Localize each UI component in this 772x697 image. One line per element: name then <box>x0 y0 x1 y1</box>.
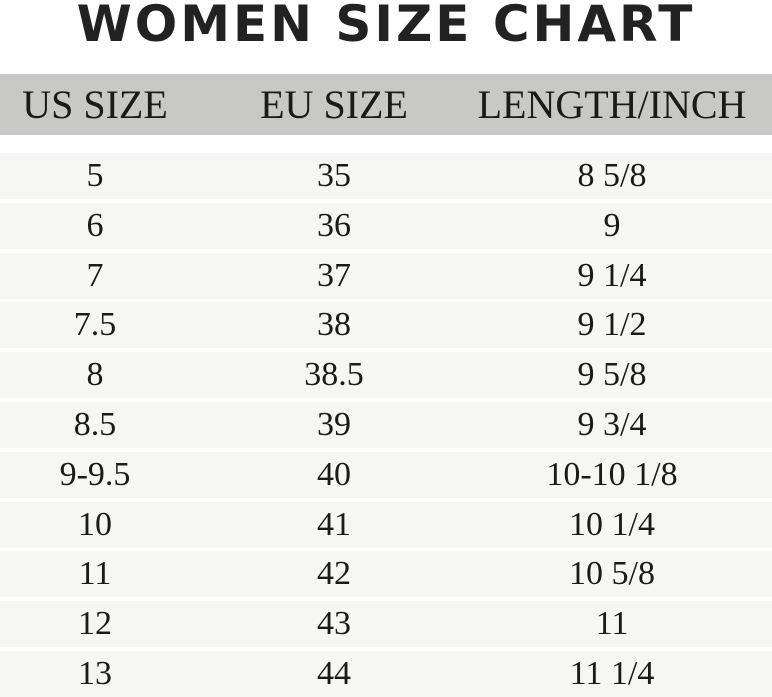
column-header-eu-size: EU SIZE <box>260 82 408 127</box>
us-size-cell: 11 <box>78 555 112 593</box>
table-header: US SIZE EU SIZE LENGTH/INCH <box>0 74 772 135</box>
length-cell: 9 1/2 <box>577 306 647 344</box>
table-row: 13 44 11 1/4 <box>0 651 772 697</box>
us-size-cell: 12 <box>78 605 112 643</box>
column-header-length: LENGTH/INCH <box>477 82 747 127</box>
us-size-cell: 10 <box>78 505 112 543</box>
us-size-cell: 9-9.5 <box>59 455 131 493</box>
table-row: 10 41 10 1/4 <box>0 501 772 548</box>
length-cell: 10-10 1/8 <box>546 455 678 493</box>
eu-size-cell: 36 <box>317 206 351 244</box>
us-size-cell: 8.5 <box>73 406 117 443</box>
chart-title: WOMEN SIZE CHART <box>76 0 696 53</box>
us-size-cell: 8 <box>86 356 104 394</box>
table-row: 5 35 8 5/8 <box>0 153 772 199</box>
table-row: 9-9.5 40 10-10 1/8 <box>0 451 772 498</box>
us-size-cell: 6 <box>86 206 104 244</box>
length-cell: 11 1/4 <box>569 655 655 692</box>
table-row: 8.5 39 9 3/4 <box>0 402 772 448</box>
length-cell: 9 3/4 <box>577 406 647 443</box>
table-row: 6 36 9 <box>0 202 772 249</box>
length-cell: 10 5/8 <box>569 555 655 593</box>
us-size-cell: 7.5 <box>73 306 117 344</box>
length-cell: 11 <box>595 605 629 643</box>
eu-size-cell: 38 <box>317 306 351 344</box>
eu-size-cell: 40 <box>317 455 351 493</box>
eu-size-cell: 44 <box>317 655 351 692</box>
column-header-us-size: US SIZE <box>22 82 168 127</box>
table-row: 8 38.5 9 5/8 <box>0 352 772 399</box>
length-cell: 8 5/8 <box>577 157 647 194</box>
eu-size-cell: 39 <box>317 406 351 443</box>
eu-size-cell: 43 <box>317 605 351 643</box>
eu-size-cell: 42 <box>317 555 351 593</box>
table-row: 12 43 11 <box>0 601 772 648</box>
length-cell: 9 <box>603 206 621 244</box>
length-cell: 10 1/4 <box>569 505 655 543</box>
eu-size-cell: 38.5 <box>304 356 364 394</box>
eu-size-cell: 35 <box>317 157 351 194</box>
us-size-cell: 5 <box>86 157 104 194</box>
eu-size-cell: 37 <box>317 256 351 294</box>
length-cell: 9 5/8 <box>577 356 647 394</box>
eu-size-cell: 41 <box>317 505 351 543</box>
table-row: 7 37 9 1/4 <box>0 252 772 299</box>
length-cell: 9 1/4 <box>577 256 647 294</box>
us-size-cell: 13 <box>78 655 112 692</box>
us-size-cell: 7 <box>86 256 104 294</box>
table-row: 7.5 38 9 1/2 <box>0 302 772 349</box>
table-row: 11 42 10 5/8 <box>0 551 772 598</box>
